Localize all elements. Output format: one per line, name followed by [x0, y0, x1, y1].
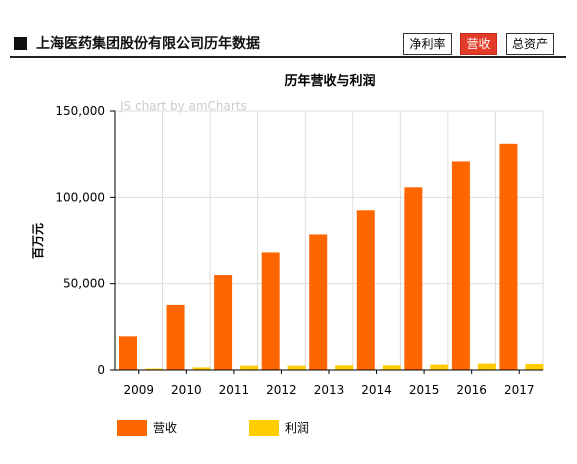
tab-total-assets[interactable]: 总资产: [506, 33, 554, 55]
x-tick-label: 2015: [409, 383, 440, 397]
legend-label-revenue: 营收: [153, 421, 178, 435]
x-tick-label: 2009: [124, 383, 155, 397]
x-tick-label: 2017: [504, 383, 535, 397]
bar-revenue[interactable]: [356, 210, 375, 370]
bar-profit[interactable]: [477, 363, 496, 370]
x-tick-label: 2013: [314, 383, 345, 397]
bar-revenue[interactable]: [404, 187, 423, 370]
y-axis-label: 百万元: [31, 223, 45, 259]
x-tick-label: 2010: [171, 383, 202, 397]
revenue-profit-chart: 历年营收与利润 JS chart by amCharts 0 50,000 100,…: [31, 73, 544, 397]
bar-revenue[interactable]: [166, 304, 185, 370]
bar-profit[interactable]: [287, 365, 306, 370]
bar-profit[interactable]: [240, 365, 259, 370]
tab-revenue[interactable]: 营收: [460, 33, 497, 55]
bar-profit[interactable]: [192, 367, 211, 370]
bar-profit[interactable]: [382, 365, 401, 370]
bar-revenue[interactable]: [214, 275, 233, 370]
bar-profit[interactable]: [525, 363, 544, 370]
chart-title: 历年营收与利润: [284, 73, 375, 89]
x-tick-label: 2011: [219, 383, 250, 397]
x-tick-label: 2016: [456, 383, 487, 397]
bar-revenue[interactable]: [261, 252, 280, 370]
legend-label-profit: 利润: [285, 421, 310, 435]
bar-revenue[interactable]: [119, 336, 137, 370]
page-title: 上海医药集团股份有限公司历年数据: [36, 36, 260, 52]
legend-swatch-profit: [249, 420, 279, 436]
tab-net-profit-margin[interactable]: 净利率: [403, 33, 452, 55]
bar-revenue[interactable]: [309, 234, 328, 370]
header: 上海医药集团股份有限公司历年数据 净利率 营收 总资产: [0, 0, 577, 64]
title-square-icon: [14, 37, 27, 50]
bar-profit[interactable]: [430, 364, 449, 370]
bar-profit[interactable]: [335, 365, 354, 370]
y-tick-label: 50,000: [63, 277, 105, 291]
legend-swatch-revenue: [117, 420, 147, 436]
header-divider: [10, 56, 566, 58]
x-tick-label: 2014: [361, 383, 392, 397]
x-tick-label: 2012: [266, 383, 297, 397]
chart-watermark[interactable]: JS chart by amCharts: [119, 99, 247, 113]
bar-profit[interactable]: [145, 368, 163, 370]
bar-revenue[interactable]: [451, 161, 470, 370]
y-tick-label: 150,000: [55, 104, 105, 118]
bar-revenue[interactable]: [499, 143, 518, 370]
bars: [119, 143, 544, 370]
y-tick-label: 0: [97, 363, 105, 377]
axes: 0 50,000 100,000 150,000 2009 2010 2011 2012 201…: [55, 104, 543, 397]
y-tick-label: 100,000: [55, 190, 105, 204]
legend: 营收 利润: [0, 410, 577, 450]
